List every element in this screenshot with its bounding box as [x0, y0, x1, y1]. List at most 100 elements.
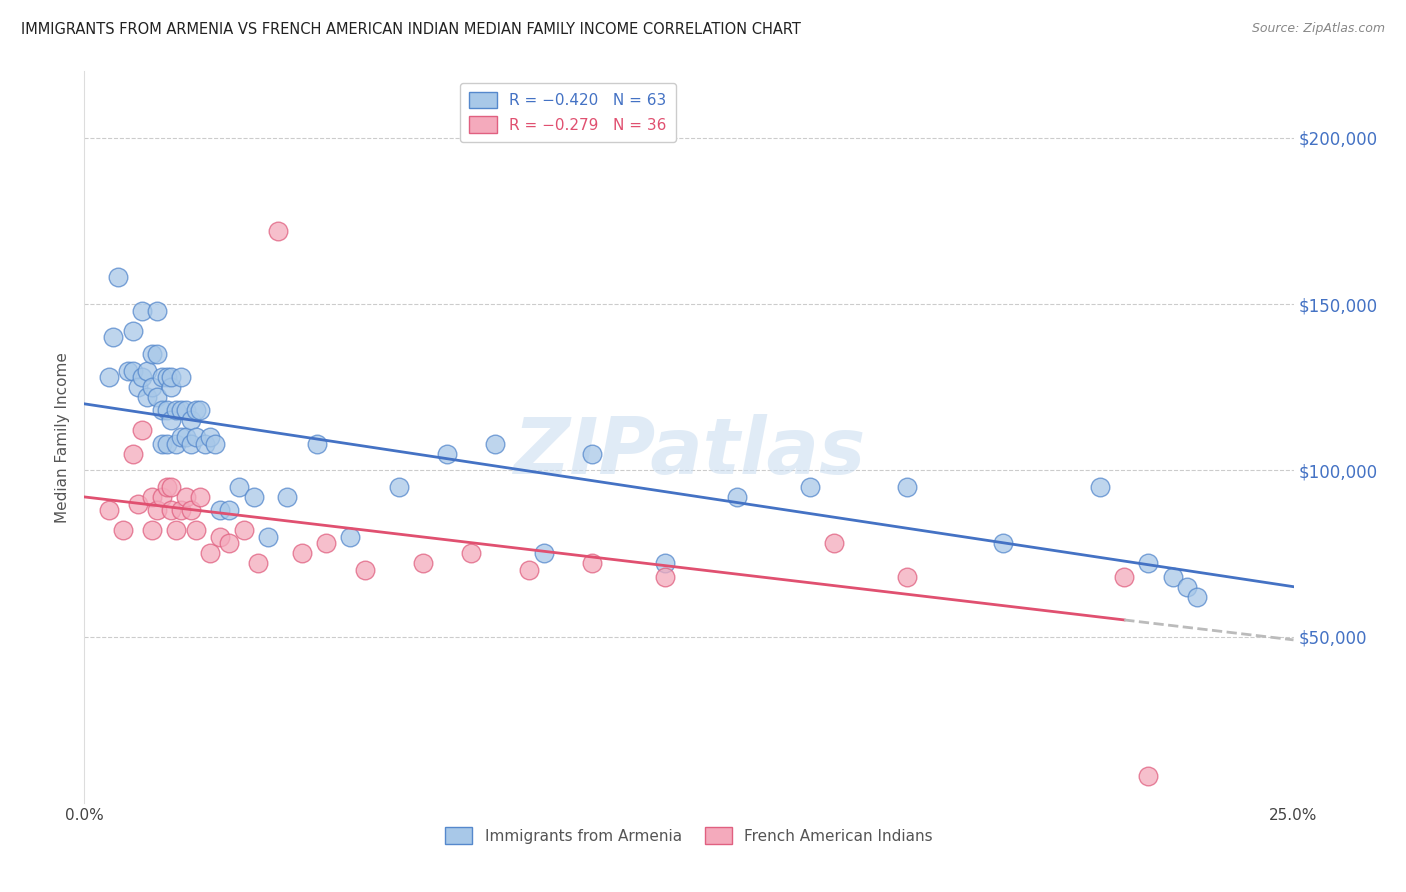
Point: [315, 536, 337, 550]
Point: [131, 303, 153, 318]
Legend: Immigrants from Armenia, French American Indians: Immigrants from Armenia, French American…: [439, 822, 939, 850]
Point: [170, 503, 193, 517]
Point: [228, 480, 250, 494]
Point: [184, 430, 207, 444]
Point: [1185, 590, 1208, 604]
Point: [136, 390, 159, 404]
Point: [103, 330, 125, 344]
Point: [725, 490, 748, 504]
Point: [146, 303, 169, 318]
Point: [412, 557, 434, 571]
Point: [141, 523, 163, 537]
Point: [184, 523, 207, 537]
Point: [170, 430, 193, 444]
Text: ZIPatlas: ZIPatlas: [513, 414, 865, 490]
Point: [146, 503, 169, 517]
Point: [160, 503, 183, 517]
Point: [460, 546, 482, 560]
Point: [150, 490, 173, 504]
Point: [194, 436, 217, 450]
Point: [127, 497, 149, 511]
Point: [242, 490, 264, 504]
Point: [165, 523, 187, 537]
Point: [121, 363, 143, 377]
Point: [484, 436, 506, 450]
Point: [117, 363, 139, 377]
Point: [141, 347, 163, 361]
Point: [155, 370, 177, 384]
Point: [267, 224, 290, 238]
Y-axis label: Median Family Income: Median Family Income: [55, 351, 70, 523]
Point: [198, 546, 221, 560]
Point: [165, 436, 187, 450]
Point: [190, 490, 212, 504]
Point: [141, 490, 163, 504]
Point: [1114, 570, 1136, 584]
Point: [180, 413, 202, 427]
Point: [127, 380, 149, 394]
Point: [218, 503, 240, 517]
Point: [581, 447, 603, 461]
Point: [141, 380, 163, 394]
Point: [1161, 570, 1184, 584]
Point: [150, 436, 173, 450]
Point: [305, 436, 328, 450]
Point: [136, 363, 159, 377]
Point: [160, 413, 183, 427]
Point: [276, 490, 298, 504]
Point: [654, 570, 676, 584]
Point: [247, 557, 270, 571]
Point: [146, 347, 169, 361]
Point: [97, 503, 120, 517]
Point: [257, 530, 280, 544]
Point: [160, 380, 183, 394]
Point: [1088, 480, 1111, 494]
Point: [121, 324, 143, 338]
Point: [97, 370, 120, 384]
Point: [1137, 557, 1160, 571]
Point: [233, 523, 256, 537]
Point: [165, 403, 187, 417]
Point: [174, 430, 197, 444]
Point: [517, 563, 540, 577]
Point: [170, 370, 193, 384]
Point: [155, 436, 177, 450]
Point: [204, 436, 226, 450]
Point: [1137, 769, 1160, 783]
Point: [174, 490, 197, 504]
Point: [121, 447, 143, 461]
Point: [131, 424, 153, 438]
Point: [155, 480, 177, 494]
Point: [198, 430, 221, 444]
Point: [291, 546, 314, 560]
Point: [896, 480, 918, 494]
Point: [160, 480, 183, 494]
Point: [208, 503, 231, 517]
Point: [155, 403, 177, 417]
Text: Source: ZipAtlas.com: Source: ZipAtlas.com: [1251, 22, 1385, 36]
Point: [150, 370, 173, 384]
Point: [823, 536, 845, 550]
Point: [218, 536, 240, 550]
Point: [533, 546, 555, 560]
Point: [993, 536, 1015, 550]
Text: IMMIGRANTS FROM ARMENIA VS FRENCH AMERICAN INDIAN MEDIAN FAMILY INCOME CORRELATI: IMMIGRANTS FROM ARMENIA VS FRENCH AMERIC…: [21, 22, 801, 37]
Point: [208, 530, 231, 544]
Point: [184, 403, 207, 417]
Point: [799, 480, 821, 494]
Point: [150, 403, 173, 417]
Point: [354, 563, 377, 577]
Point: [146, 390, 169, 404]
Point: [180, 503, 202, 517]
Point: [436, 447, 458, 461]
Point: [112, 523, 135, 537]
Point: [1175, 580, 1198, 594]
Point: [190, 403, 212, 417]
Point: [896, 570, 918, 584]
Point: [339, 530, 361, 544]
Point: [160, 370, 183, 384]
Point: [581, 557, 603, 571]
Point: [107, 270, 129, 285]
Point: [174, 403, 197, 417]
Point: [180, 436, 202, 450]
